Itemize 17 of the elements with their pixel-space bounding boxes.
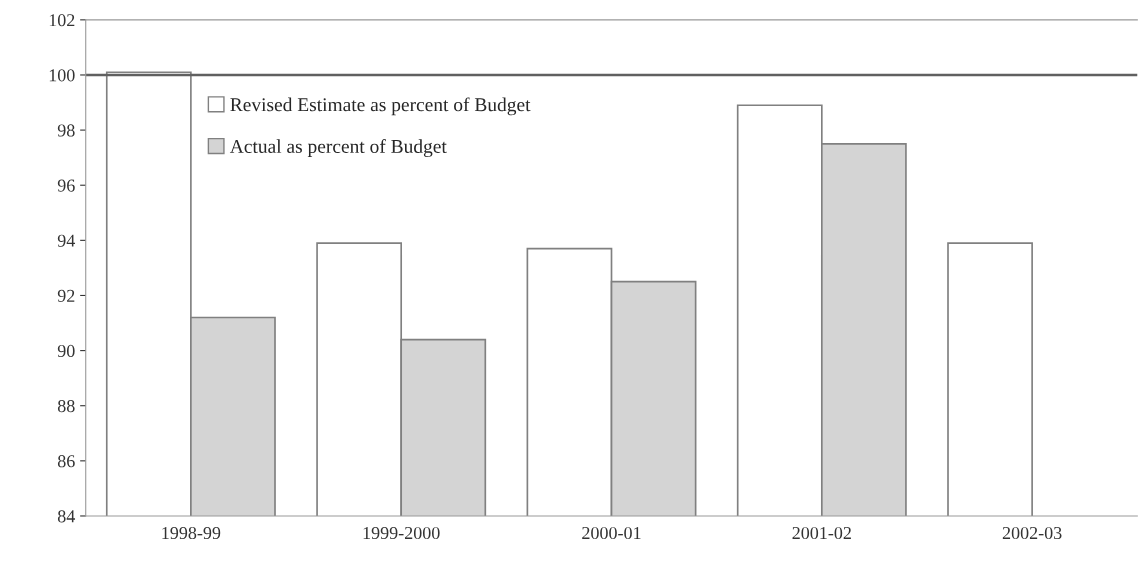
x-tick-label: 2001-02 <box>792 526 851 540</box>
y-tick-label: 92 <box>57 289 75 302</box>
x-tick-label: 1999-2000 <box>363 526 440 540</box>
y-tick-label: 90 <box>57 344 75 358</box>
y-tick-label: 84 <box>57 510 76 523</box>
x-tick-label: 2002-03 <box>1002 526 1062 540</box>
legend-label: Revised Estimate as percent of Budget <box>230 97 531 116</box>
y-tick-label: 88 <box>57 399 75 413</box>
legend-label: Actual as percent of Budget <box>229 139 447 157</box>
y-tick-label: 94 <box>57 234 76 247</box>
y-tick-label: 96 <box>57 179 75 192</box>
y-tick-label: 100 <box>49 69 75 82</box>
y-tick-label: 86 <box>57 455 75 468</box>
y-tick-label: 102 <box>49 14 75 27</box>
x-tick-label: 1998-99 <box>162 526 221 540</box>
y-tick-label: 98 <box>57 124 75 137</box>
x-tick-label: 2000-01 <box>582 526 641 540</box>
